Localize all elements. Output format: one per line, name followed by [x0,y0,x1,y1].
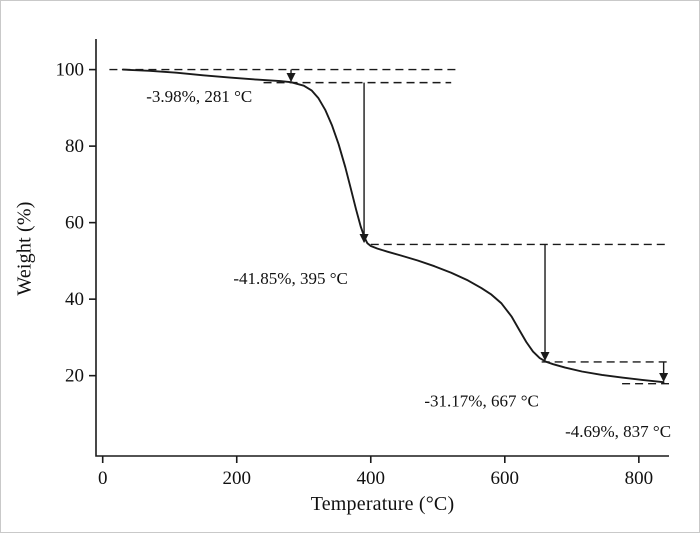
axes-frame [95,39,669,457]
x-tick-label: 0 [98,468,108,489]
step-annotation: -41.85%, 395 °C [233,269,347,288]
y-axis-title: Weight (%) [13,201,36,296]
y-tick-label: 60 [65,213,84,234]
x-tick-label: 600 [491,468,520,489]
x-axis-title: Temperature (°C) [310,493,455,515]
tga-curve [121,68,665,384]
y-tick-label: 100 [56,60,85,81]
y-tick-label: 40 [65,289,84,310]
y-tick-label: 80 [65,136,84,157]
step-annotation: -31.17%, 667 °C [424,391,538,410]
x-tick-label: 800 [625,468,654,489]
y-tick-label: 20 [65,366,84,387]
step-annotation: -4.69%, 837 °C [565,422,671,441]
step-annotation: -3.98%, 281 °C [146,87,252,106]
x-tick-label: 200 [222,468,251,489]
x-tick-label: 400 [357,468,386,489]
